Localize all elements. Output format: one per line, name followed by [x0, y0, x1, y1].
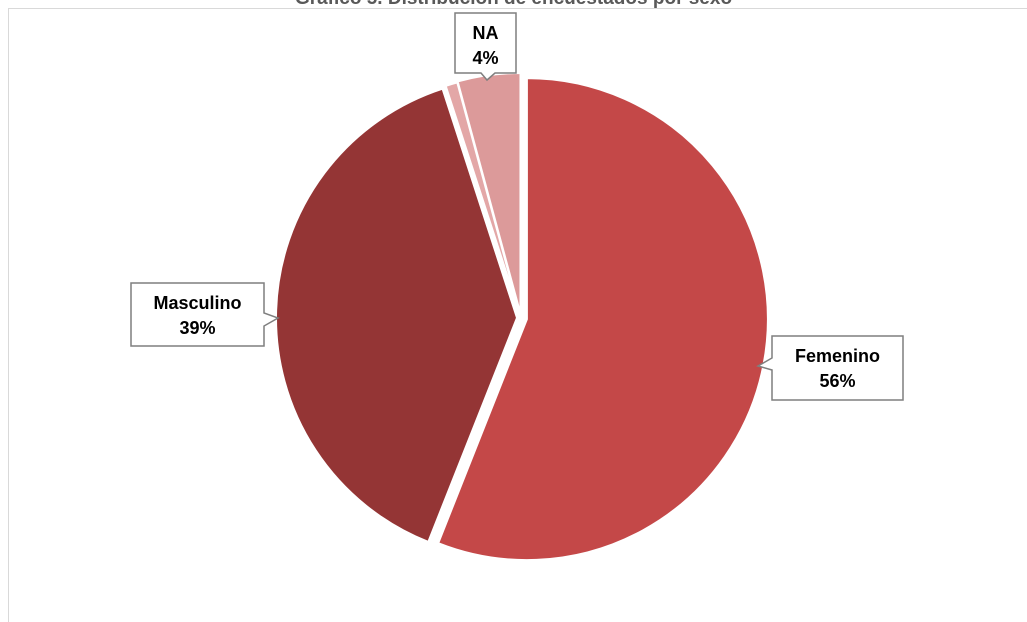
slice-label-na: NA [473, 23, 499, 43]
pie-slice-masculino [275, 87, 519, 544]
callout-box-na [454, 12, 517, 82]
data-label-femenino: Femenino 56% [756, 335, 904, 401]
slice-label-femenino: Femenino [795, 346, 880, 366]
callout-box-masculino [130, 282, 280, 347]
slice-percent-femenino: 56% [819, 371, 855, 391]
data-label-masculino: Masculino 39% [130, 282, 280, 347]
callout-box-femenino [756, 335, 904, 401]
chart-title: Gráfico 5. Distribución de encuestados p… [0, 0, 1027, 10]
slice-percent-masculino: 39% [179, 318, 215, 338]
slice-percent-na: 4% [472, 48, 498, 68]
slice-label-masculino: Masculino [153, 293, 241, 313]
data-label-na: NA 4% [454, 12, 517, 82]
